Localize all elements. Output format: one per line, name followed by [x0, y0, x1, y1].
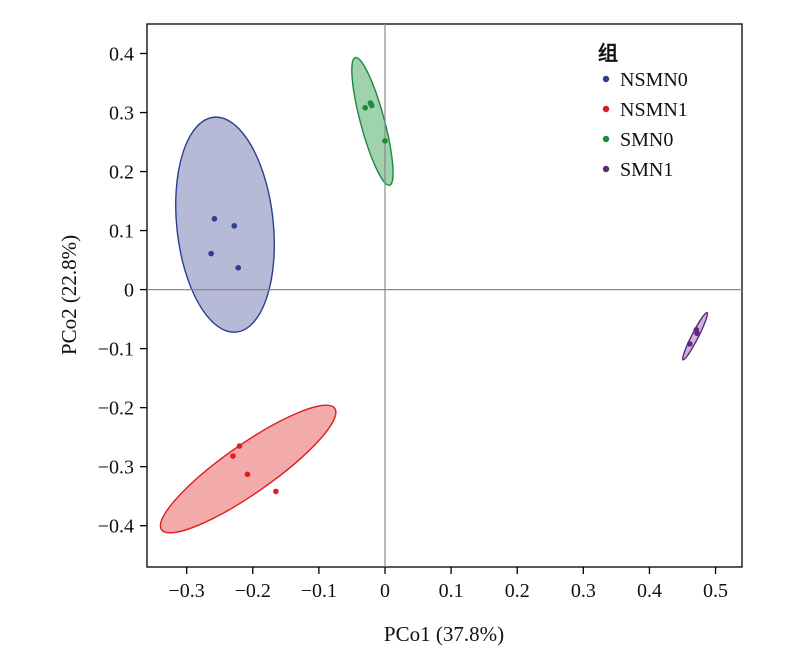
y-tick-label: 0.4 — [109, 44, 134, 66]
point-nsmn1-1 — [230, 453, 236, 459]
y-tick-label: −0.4 — [98, 516, 134, 538]
data-points — [208, 100, 700, 495]
legend-label-nsmn1: NSMN1 — [620, 99, 688, 121]
x-tick-label: 0.3 — [571, 580, 596, 602]
legend-marker-smn1 — [602, 165, 610, 173]
legend-label-nsmn0: NSMN0 — [620, 69, 688, 91]
ellipse-nsmn1 — [159, 404, 337, 534]
y-tick-label: 0.3 — [109, 103, 134, 125]
y-tick-label: −0.2 — [98, 398, 134, 420]
ellipse-smn0 — [351, 56, 394, 187]
x-tick-label: −0.2 — [235, 580, 271, 602]
y-tick-label: −0.3 — [98, 457, 134, 479]
point-nsmn0-0 — [211, 215, 218, 222]
ellipse-smn1 — [681, 311, 709, 361]
legend-label-smn1: SMN1 — [620, 159, 673, 181]
x-axis-title: PCo1 (37.8%) — [384, 622, 504, 646]
plot-frame — [146, 23, 743, 568]
y-tick-label: 0 — [124, 280, 134, 302]
x-tick-label: 0.1 — [439, 580, 464, 602]
y-tick-label: 0.1 — [109, 221, 134, 243]
legend-title: 组 — [598, 41, 618, 65]
point-smn1-2 — [686, 341, 693, 347]
x-tick-label: −0.3 — [169, 580, 205, 602]
legend-marker-nsmn0 — [602, 75, 610, 83]
x-tick-label: 0.4 — [637, 580, 662, 602]
y-axis-title: PCo2 (22.8%) — [57, 235, 81, 355]
point-smn0-3 — [382, 138, 388, 144]
y-tick-label: 0.2 — [109, 162, 134, 184]
point-smn0-0 — [362, 105, 368, 111]
x-tick-label: −0.1 — [301, 580, 337, 602]
x-tick-label: 0.2 — [505, 580, 530, 602]
x-tick-label: 0 — [380, 580, 390, 602]
legend-marker-nsmn1 — [602, 105, 610, 113]
point-nsmn1-3 — [273, 488, 279, 495]
x-axis: −0.3 −0.2 −0.1 0 0.1 0.2 0.3 0.4 0.5 — [169, 567, 728, 602]
legend: 组 NSMN0 NSMN1 SMN0 SMN1 — [598, 41, 688, 181]
legend-marker-smn0 — [602, 135, 610, 143]
point-nsmn0-2 — [208, 250, 214, 257]
x-tick-label: 0.5 — [703, 580, 728, 602]
y-axis: 0.4 0.3 0.2 0.1 0 −0.1 −0.2 −0.3 −0.4 — [98, 44, 147, 538]
point-nsmn1-0 — [236, 443, 243, 449]
y-tick-label: −0.1 — [98, 339, 134, 361]
legend-label-smn0: SMN0 — [620, 129, 673, 151]
point-smn0-2 — [368, 102, 375, 109]
point-smn1-1 — [694, 330, 700, 337]
point-nsmn1-2 — [244, 471, 251, 478]
ellipse-nsmn0 — [175, 116, 276, 333]
point-nsmn0-1 — [231, 223, 238, 229]
confidence-ellipses — [159, 56, 709, 534]
point-nsmn0-3 — [235, 264, 242, 271]
